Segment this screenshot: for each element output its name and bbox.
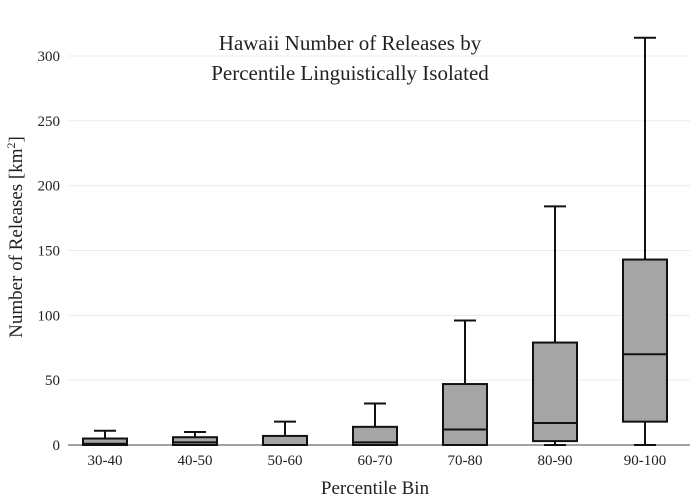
box-80-90 — [532, 205, 578, 446]
chart-title-line-1: Hawaii Number of Releases by — [219, 31, 482, 55]
x-tick-label: 30-40 — [88, 453, 123, 469]
chart-title-line-2: Percentile Linguistically Isolated — [211, 61, 489, 85]
x-tick-label: 90-100 — [624, 453, 667, 469]
x-tick-label: 50-60 — [268, 453, 303, 469]
x-tick-label: 70-80 — [448, 453, 483, 469]
iqr-box — [442, 383, 488, 446]
iqr-box — [82, 437, 128, 446]
x-tick-label: 40-50 — [178, 453, 213, 469]
y-tick-label: 0 — [53, 438, 61, 454]
x-tick-label: 60-70 — [358, 453, 393, 469]
box-30-40 — [82, 429, 128, 446]
y-axis-label: Number of Releases [km2] — [4, 136, 27, 338]
box-90-100 — [622, 36, 668, 446]
x-tick-label: 80-90 — [538, 453, 573, 469]
iqr-box — [352, 425, 398, 446]
y-tick-label: 100 — [38, 308, 61, 324]
grid-lines — [68, 55, 690, 381]
y-tick-label: 150 — [38, 243, 61, 259]
box-60-70 — [352, 402, 398, 446]
box-50-60 — [262, 420, 308, 446]
iqr-box — [532, 341, 578, 443]
y-tick-label: 50 — [45, 373, 60, 389]
iqr-box — [262, 434, 308, 446]
iqr-box — [172, 436, 218, 446]
y-axis-label-superscript: 2 — [4, 142, 18, 148]
y-tick-label: 300 — [38, 49, 61, 65]
x-axis-label: Percentile Bin — [321, 478, 430, 499]
box-70-80 — [442, 319, 488, 446]
y-tick-label: 200 — [38, 179, 61, 195]
boxes — [82, 36, 668, 446]
x-tick-labels: 30-40 40-50 50-60 60-70 70-80 80-90 90-100 — [88, 453, 667, 469]
y-axis-label-close: ] — [6, 136, 27, 142]
y-tick-labels: 0 50 100 150 200 250 300 — [38, 49, 61, 454]
iqr-box — [622, 258, 668, 423]
y-axis-label-main: Number of Releases [km — [6, 148, 27, 338]
y-tick-label: 250 — [38, 114, 61, 130]
box-40-50 — [172, 431, 218, 446]
